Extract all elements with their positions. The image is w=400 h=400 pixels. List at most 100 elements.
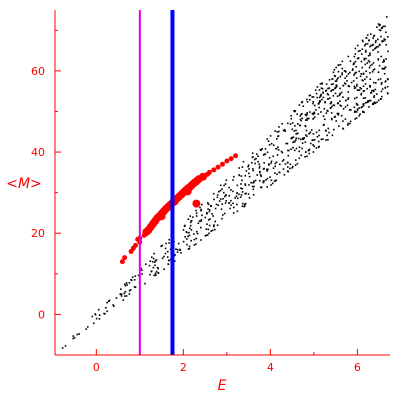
- data-point: [267, 168, 269, 171]
- data-point: [306, 101, 309, 103]
- data-point: [223, 212, 226, 215]
- data-point: [331, 134, 334, 137]
- data-point: [124, 284, 127, 287]
- data-point: [161, 244, 164, 247]
- data-point: [287, 154, 290, 157]
- data-point: [306, 135, 308, 137]
- data-point: [373, 48, 376, 50]
- data-point: [153, 252, 155, 255]
- data-point: [274, 180, 276, 182]
- data-point: [352, 63, 355, 66]
- data-point: [219, 189, 222, 192]
- data-point: [240, 183, 242, 185]
- data-point: [185, 231, 188, 233]
- data-point: [300, 101, 303, 104]
- data-point: [296, 162, 299, 165]
- data-point: [318, 145, 320, 148]
- data-point: [218, 190, 220, 193]
- data-point: [207, 228, 210, 231]
- data-point: [371, 103, 374, 105]
- data-point: [331, 118, 333, 121]
- data-point: [356, 83, 358, 86]
- data-point: [270, 162, 272, 164]
- data-point: [372, 62, 375, 64]
- data-point: [377, 78, 380, 81]
- data-point: [266, 151, 269, 154]
- data-point: [253, 185, 255, 188]
- data-point: [154, 264, 156, 267]
- data-point: [355, 111, 358, 113]
- data-point: [333, 116, 336, 118]
- data-point: [193, 238, 196, 241]
- data-point: [196, 230, 198, 233]
- data-point: [329, 97, 331, 99]
- data-point: [347, 73, 350, 75]
- data-point: [206, 211, 208, 214]
- data-point: [125, 295, 128, 297]
- data-point: [312, 151, 315, 153]
- data-point: [377, 23, 380, 25]
- data-point: [355, 77, 358, 79]
- data-point: [295, 137, 298, 139]
- data-point: [177, 242, 180, 245]
- data-point: [380, 55, 382, 58]
- data-point: [189, 224, 192, 227]
- data-point: [383, 60, 385, 63]
- data-point: [262, 181, 265, 184]
- data-point: [188, 245, 191, 248]
- data-point: [153, 274, 155, 277]
- data-point: [241, 166, 244, 168]
- data-point: [316, 136, 319, 138]
- data-point: [345, 75, 348, 77]
- data-point: [373, 95, 376, 97]
- data-point: [232, 190, 234, 193]
- data-point: [308, 152, 310, 155]
- data-point: [354, 60, 357, 63]
- data-point: [319, 100, 321, 102]
- data-point: [250, 181, 252, 184]
- data-point: [251, 161, 253, 164]
- data-point: [334, 86, 337, 89]
- data-point: [184, 236, 186, 238]
- data-point: [309, 131, 312, 134]
- data-point: [345, 99, 347, 102]
- data-point: [247, 164, 250, 166]
- data-point: [330, 112, 333, 114]
- data-point: [252, 188, 255, 191]
- data-point: [369, 45, 371, 48]
- data-point: [270, 184, 272, 186]
- data-point: [319, 101, 321, 103]
- data-point: [200, 219, 203, 221]
- data-point: [323, 123, 325, 126]
- data-point: [166, 256, 169, 258]
- data-point: [196, 232, 199, 235]
- data-point: [216, 196, 219, 199]
- data-point: [358, 115, 360, 117]
- data-point: [312, 101, 314, 103]
- data-point: [168, 238, 170, 241]
- data-point: [362, 40, 364, 43]
- data-point: [149, 273, 151, 276]
- data-point: [362, 111, 364, 113]
- data-point: [339, 63, 342, 66]
- data-point: [366, 62, 369, 64]
- data-point: [304, 156, 306, 158]
- data-point: [349, 71, 351, 74]
- data-point: [321, 98, 323, 101]
- data-point: [365, 70, 367, 72]
- data-point: [374, 88, 377, 91]
- data-point: [309, 142, 312, 145]
- data-point: [179, 248, 181, 251]
- data-point: [291, 137, 293, 140]
- data-point: [304, 113, 307, 116]
- data-point: [377, 58, 380, 60]
- data-point: [342, 96, 344, 98]
- data-point: [377, 38, 379, 41]
- data-point: [284, 130, 286, 132]
- data-point: [251, 152, 254, 154]
- data-point: [382, 25, 385, 28]
- data-point: [268, 156, 271, 159]
- data-point: [276, 131, 279, 133]
- data-point: [316, 86, 319, 88]
- data-point: [301, 100, 304, 103]
